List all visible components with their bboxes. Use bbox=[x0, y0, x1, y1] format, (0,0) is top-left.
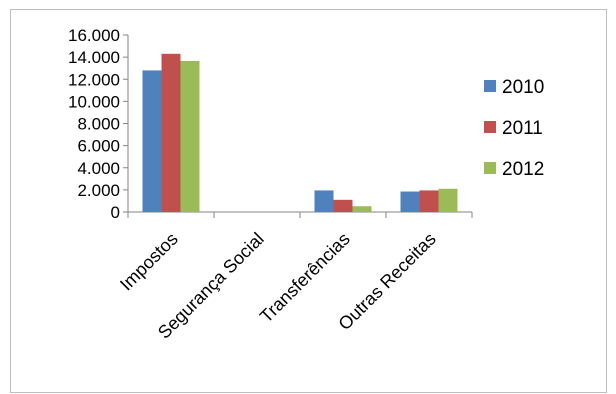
legend-swatch bbox=[484, 121, 496, 133]
y-tick-label: 14.000 bbox=[68, 48, 120, 67]
legend-swatch bbox=[484, 162, 496, 174]
bar bbox=[438, 188, 458, 212]
bar bbox=[400, 191, 420, 212]
y-tick-label: 2.000 bbox=[77, 181, 120, 200]
chart-bars bbox=[142, 53, 458, 213]
legend-label: 2012 bbox=[502, 159, 544, 180]
legend-label: 2010 bbox=[502, 77, 544, 98]
y-tick-label: 8.000 bbox=[77, 115, 120, 134]
bar bbox=[180, 60, 200, 213]
bar bbox=[314, 190, 334, 212]
y-tick-label: 4.000 bbox=[77, 159, 120, 178]
bar bbox=[419, 190, 439, 212]
y-tick-label: 16.000 bbox=[68, 26, 120, 45]
y-tick-label: 12.000 bbox=[68, 70, 120, 89]
chart-legend: 2010 2011 2012 bbox=[484, 77, 544, 180]
y-tick-label: 10.000 bbox=[68, 92, 120, 111]
legend-swatch bbox=[484, 80, 496, 92]
bar bbox=[142, 70, 162, 213]
bar bbox=[161, 53, 181, 213]
x-category-label: Impostos bbox=[116, 229, 182, 295]
y-tick-label: 6.000 bbox=[77, 137, 120, 156]
x-category-label: Transferências bbox=[256, 229, 354, 327]
chart-frame bbox=[10, 9, 607, 393]
bar bbox=[352, 206, 372, 212]
bar bbox=[333, 199, 353, 212]
y-tick-label: 0 bbox=[111, 203, 120, 222]
legend-label: 2011 bbox=[502, 118, 543, 139]
y-axis-ticks: 0 2.000 4.000 6.000 8.000 10.000 12.000 14.000 1… bbox=[68, 26, 128, 222]
